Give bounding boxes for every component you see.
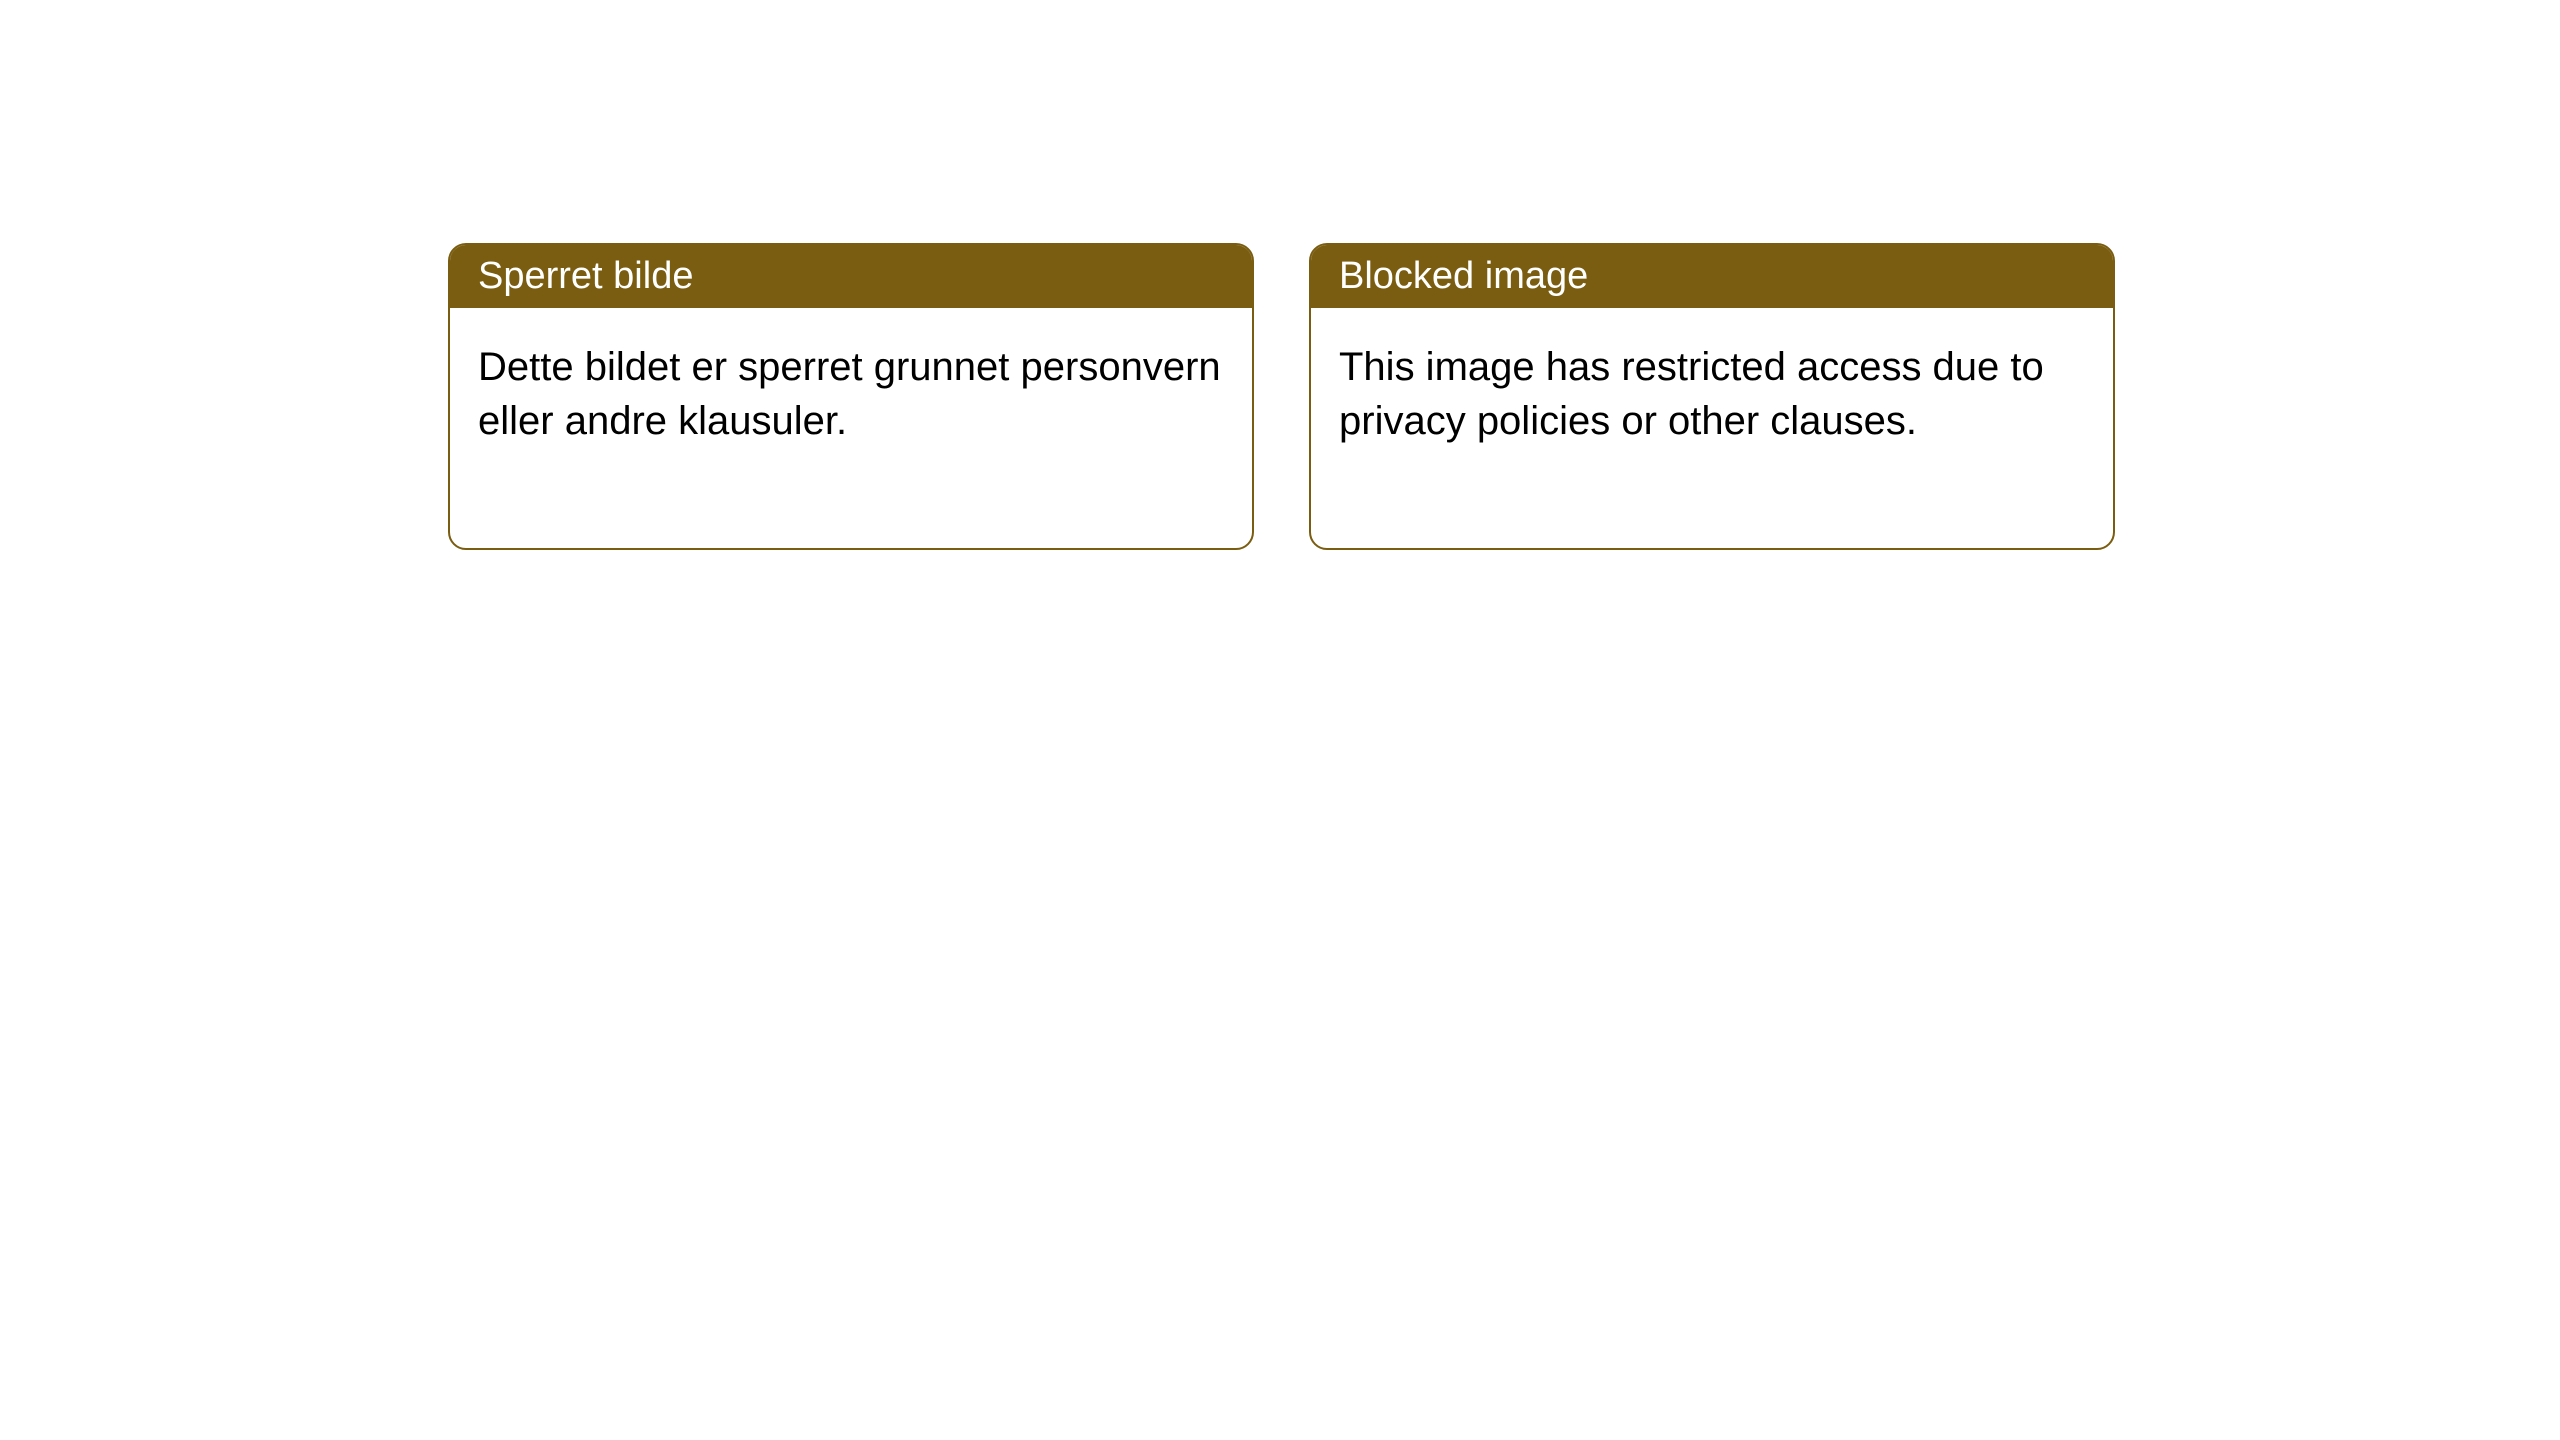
notice-card-norwegian: Sperret bilde Dette bildet er sperret gr… [448, 243, 1254, 550]
notice-card-english: Blocked image This image has restricted … [1309, 243, 2115, 550]
notice-header-english: Blocked image [1311, 245, 2113, 308]
notice-body-norwegian: Dette bildet er sperret grunnet personve… [450, 308, 1252, 548]
notice-body-english: This image has restricted access due to … [1311, 308, 2113, 548]
notice-header-norwegian: Sperret bilde [450, 245, 1252, 308]
notice-container: Sperret bilde Dette bildet er sperret gr… [448, 243, 2115, 550]
